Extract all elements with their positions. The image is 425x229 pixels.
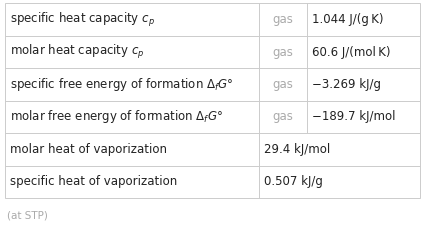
Text: molar heat of vaporization: molar heat of vaporization [10,143,167,156]
Text: 60.6 J/(mol K): 60.6 J/(mol K) [312,46,390,59]
Text: 0.507 kJ/g: 0.507 kJ/g [264,175,323,188]
Text: molar free energy of formation $\Delta_f G°$: molar free energy of formation $\Delta_f… [10,109,223,125]
Text: (at STP): (at STP) [7,211,48,221]
Bar [5,3,420,198]
Text: specific free energy of formation $\Delta_f G°$: specific free energy of formation $\Delt… [10,76,234,93]
Text: gas: gas [272,78,293,91]
Text: gas: gas [272,13,293,26]
Text: gas: gas [272,110,293,123]
Text: 1.044 J/(g K): 1.044 J/(g K) [312,13,383,26]
Text: 29.4 kJ/mol: 29.4 kJ/mol [264,143,330,156]
Text: specific heat of vaporization: specific heat of vaporization [10,175,178,188]
Text: gas: gas [272,46,293,59]
Text: −189.7 kJ/mol: −189.7 kJ/mol [312,110,395,123]
Text: molar heat capacity $c_p$: molar heat capacity $c_p$ [10,43,145,61]
Text: −3.269 kJ/g: −3.269 kJ/g [312,78,381,91]
Text: specific heat capacity $c_p$: specific heat capacity $c_p$ [10,11,155,29]
